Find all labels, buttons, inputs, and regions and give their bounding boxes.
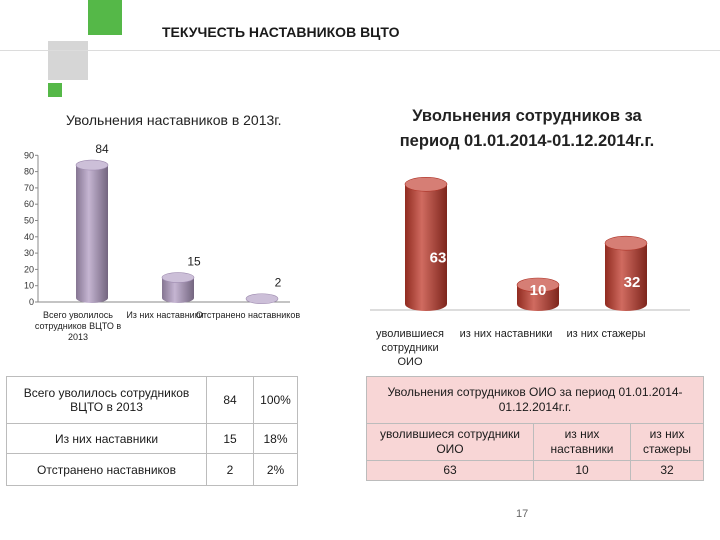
table1-cell: Всего уволилось сотрудников ВЦТО в 2013 [6, 376, 207, 424]
chart1-svg: 0 10 20 30 40 50 60 70 80 90 84 15 2 Всего уволилось с… [24, 142, 300, 342]
page-number: 17 [516, 508, 529, 520]
table2: Увольнения сотрудников ОИО за период 01.… [366, 376, 704, 481]
table2-value: 10 [533, 460, 631, 481]
table2-title: Увольнения сотрудников ОИО за период 01.… [366, 376, 704, 424]
chart1-bar [245, 293, 279, 305]
chart1-y-tick-label: 20 [24, 264, 34, 274]
chart1-y-tick-label: 80 [24, 167, 34, 177]
chart1-data-label: 84 [95, 142, 109, 156]
table1-cell: Из них наставники [6, 423, 207, 454]
chart2-svg: 63 10 32 уволившиеся сотрудники ОИО из них нас… [370, 177, 690, 368]
chart1-y-tick-label: 70 [24, 183, 34, 193]
table1-cell: 2 [206, 453, 254, 486]
table1-cell: 15 [206, 423, 254, 454]
chart1-x-tick-label: Всего уволилось сотрудников ВЦТО в 2013 [35, 310, 121, 342]
chart1-y-tick-label: 60 [24, 199, 34, 209]
chart1-y-tick-label: 10 [24, 281, 34, 291]
chart2-x-tick-label: из них наставники [460, 328, 553, 340]
chart2-title: Увольнения сотрудников за период 01.01.2… [399, 107, 655, 150]
table1-row: Всего уволилось сотрудников ВЦТО в 2013 … [6, 376, 298, 424]
chart1-y-tick-label: 50 [24, 216, 34, 226]
table2-value-row: 63 10 32 [366, 460, 704, 481]
chart1-y-tick-label: 30 [24, 248, 34, 258]
chart1-y-tick-label: 0 [29, 297, 34, 307]
decor-green-square [88, 0, 122, 35]
table2-value: 32 [630, 460, 704, 481]
table2-header: из них наставники [533, 423, 631, 461]
chart1-x-tick-label: Отстранено наставников [196, 310, 300, 320]
chart2-data-label: 63 [430, 249, 447, 266]
table1-cell: 18% [253, 423, 298, 454]
chart1-y-tick-label: 90 [24, 150, 34, 160]
table2-header: из них стажеры [630, 423, 704, 461]
chart2-bar [516, 277, 560, 311]
table1-row: Отстранено наставников 2 2% [6, 453, 298, 486]
chart2-x-tick-label: из них стажеры [566, 328, 645, 340]
table2-value: 63 [366, 460, 534, 481]
chart2-x-tick-label: уволившиеся сотрудники ОИО [376, 328, 444, 368]
slide-title: ТЕКУЧЕСТЬ НАСТАВНИКОВ ВЦТО [162, 24, 400, 40]
table1-cell: 100% [253, 376, 298, 424]
chart1-data-label: 15 [187, 255, 201, 269]
chart1-bar [75, 159, 109, 303]
chart2-data-label: 10 [530, 282, 547, 299]
table2-header-row: уволившиеся сотрудники ОИО из них настав… [366, 423, 704, 461]
table1-cell: Отстранено наставников [6, 453, 207, 486]
table2-header: уволившиеся сотрудники ОИО [366, 423, 534, 461]
table2-title-row: Увольнения сотрудников ОИО за период 01.… [366, 376, 704, 424]
chart2-bar [604, 235, 648, 311]
table1: Всего уволилось сотрудников ВЦТО в 2013 … [6, 376, 298, 486]
table1-row: Из них наставники 15 18% [6, 423, 298, 454]
header-rule [0, 50, 720, 51]
decor-gray-square [48, 41, 88, 80]
decor-small-green-square [48, 83, 62, 97]
chart2-data-label: 32 [624, 274, 641, 291]
chart1-title: Увольнения наставников в 2013г. [66, 112, 282, 128]
chart1-data-label: 2 [275, 276, 282, 290]
table1-cell: 84 [206, 376, 254, 424]
chart2-bar [404, 177, 448, 311]
chart1-y-tick-label: 40 [24, 232, 34, 242]
chart1-x-tick-label: Из них наставники [126, 310, 203, 320]
table1-cell: 2% [253, 453, 298, 486]
chart1-bar [161, 272, 195, 303]
